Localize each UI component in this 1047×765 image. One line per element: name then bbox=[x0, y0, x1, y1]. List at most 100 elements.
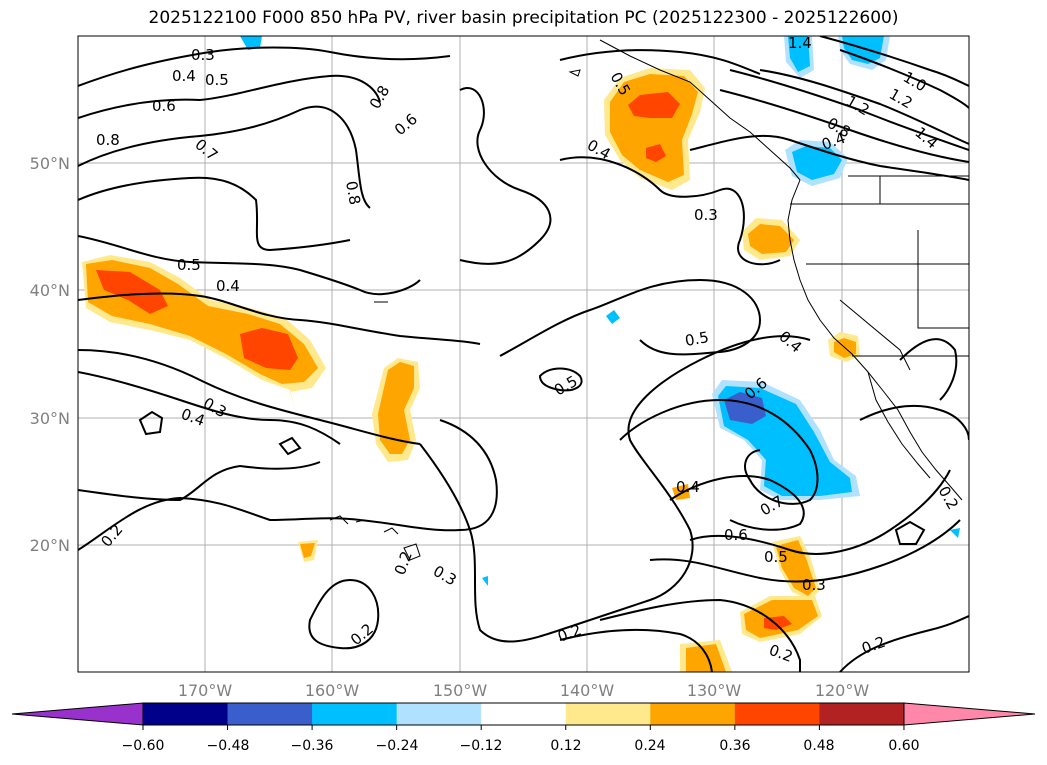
lat-label-20n: 20°N bbox=[30, 536, 70, 555]
shading-bc-negative-core bbox=[792, 146, 842, 180]
shading-norcal-positive-core bbox=[748, 224, 794, 254]
colorbar-tick-label: −0.60 bbox=[122, 738, 165, 754]
lon-label-130w: 130°W bbox=[687, 681, 742, 700]
shading-west-band-high bbox=[96, 270, 168, 314]
contour-line-5 bbox=[78, 235, 421, 296]
lat-label-40n: 40°N bbox=[30, 281, 70, 300]
shading-north-negative-core bbox=[788, 36, 810, 72]
shading-small-negative-3 bbox=[950, 528, 960, 538]
lon-label-150w: 150°W bbox=[433, 681, 488, 700]
contour-line-34 bbox=[559, 49, 761, 75]
contour-line-27 bbox=[859, 404, 969, 441]
contour-line-14 bbox=[278, 436, 302, 456]
colorbar bbox=[11, 702, 1036, 730]
coastlines bbox=[329, 39, 969, 561]
contour-label: 0.5 bbox=[177, 256, 201, 274]
colorbar-segment bbox=[565, 703, 651, 725]
shading-midpac-positive-core bbox=[378, 362, 414, 454]
contour-line-3 bbox=[78, 105, 371, 209]
colorbar-segment bbox=[227, 703, 313, 725]
contour-label: 0.5 bbox=[205, 71, 229, 89]
pv-contours bbox=[78, 36, 969, 672]
contour-line-17 bbox=[499, 278, 762, 357]
colorbar-tick-label: −0.36 bbox=[291, 738, 334, 754]
contour-line-24 bbox=[559, 628, 713, 672]
colorbar-extend-min bbox=[11, 702, 144, 726]
contour-line-33 bbox=[689, 134, 969, 181]
contour-label: 0.3 bbox=[191, 46, 215, 64]
colorbar-segment bbox=[650, 703, 736, 725]
contour-label: 1.4 bbox=[788, 34, 812, 52]
contour-line-11 bbox=[419, 335, 811, 643]
coastline-alaska-bc bbox=[599, 39, 801, 181]
colorbar-tick-label: −0.12 bbox=[460, 738, 503, 754]
contour-line-15 bbox=[459, 87, 552, 265]
colorbar-extend-max bbox=[903, 702, 1036, 726]
colorbar-tick-label: 0.36 bbox=[719, 738, 750, 754]
colorbar-frame bbox=[142, 702, 905, 726]
shading-gulf-alaska-high-small bbox=[646, 144, 666, 162]
contour-line-32 bbox=[819, 36, 969, 87]
shading-top-negative bbox=[240, 36, 262, 50]
contour-label: 0.5 bbox=[764, 548, 788, 566]
contour-label: 0.4 bbox=[676, 478, 700, 496]
colorbar-segment bbox=[481, 703, 567, 725]
colorbar-tick-label: 0.24 bbox=[634, 738, 665, 754]
contour-line-6 bbox=[78, 292, 481, 345]
shading-gulf-alaska-high bbox=[628, 92, 680, 118]
contour-label: 0.3 bbox=[694, 206, 718, 224]
coastline-us-west bbox=[787, 179, 963, 501]
contour-line-7 bbox=[78, 349, 421, 445]
contour-line-20 bbox=[669, 475, 805, 531]
contour-label: 0.5 bbox=[684, 328, 711, 350]
shading-hawaii-positive-core bbox=[300, 543, 315, 558]
lat-label-50n: 50°N bbox=[30, 154, 70, 173]
shading-small-negative-1 bbox=[606, 310, 620, 324]
contour-line-23 bbox=[599, 598, 801, 672]
contour-line-2 bbox=[78, 74, 381, 119]
contour-line-30 bbox=[759, 69, 969, 145]
contour-line-29 bbox=[719, 89, 969, 163]
border-states-4 bbox=[839, 299, 911, 371]
border-states-3 bbox=[917, 230, 969, 329]
contour-line-22 bbox=[649, 519, 961, 583]
contour-line-21 bbox=[689, 469, 951, 555]
contour-label: 0.8 bbox=[96, 131, 120, 149]
contour-line-16 bbox=[559, 156, 781, 266]
lon-label-140w: 140°W bbox=[560, 681, 615, 700]
colorbar-tick-label: 0.60 bbox=[888, 738, 919, 754]
contour-line-13 bbox=[138, 410, 164, 436]
contour-label: 0.3 bbox=[802, 576, 826, 594]
lon-label-120w: 120°W bbox=[815, 681, 870, 700]
colorbar-tick-label: −0.48 bbox=[207, 738, 250, 754]
longitude-labels: 170°W 160°W 150°W 140°W 130°W 120°W bbox=[178, 681, 870, 700]
colorbar-segment bbox=[143, 703, 229, 725]
contour-label: 0.4 bbox=[216, 277, 240, 295]
contour-line-12 bbox=[308, 578, 380, 650]
contour-line-9 bbox=[78, 461, 321, 502]
map-frame bbox=[77, 35, 970, 673]
coastline-baja bbox=[867, 371, 931, 479]
shading-small-negative-2 bbox=[482, 576, 488, 586]
contour-label: 0.8 bbox=[342, 180, 364, 207]
shading-west-band-high-2 bbox=[240, 328, 298, 370]
contour-line-28 bbox=[729, 69, 969, 151]
map-title: 2025122100 F000 850 hPa PV, river basin … bbox=[148, 8, 899, 28]
lat-label-30n: 30°N bbox=[30, 409, 70, 428]
contour-line-19 bbox=[619, 398, 819, 505]
colorbar-tick-label: −0.24 bbox=[376, 738, 419, 754]
contour-label: 0.6 bbox=[724, 526, 748, 544]
contour-line-25 bbox=[839, 615, 969, 672]
colorbar-tick-label: 0.48 bbox=[803, 738, 834, 754]
contour-label: 0.6 bbox=[152, 97, 176, 115]
shading-northeast-negative-core bbox=[842, 36, 884, 64]
contour-line-1 bbox=[78, 46, 451, 87]
colorbar-segment bbox=[312, 703, 398, 725]
contour-line-4 bbox=[78, 176, 351, 252]
contour-line-35 bbox=[899, 338, 958, 401]
contour-line-26 bbox=[894, 520, 926, 545]
colorbar-segment bbox=[734, 703, 820, 725]
contour-line-31 bbox=[839, 49, 969, 109]
contour-label: 0.4 bbox=[172, 67, 196, 85]
